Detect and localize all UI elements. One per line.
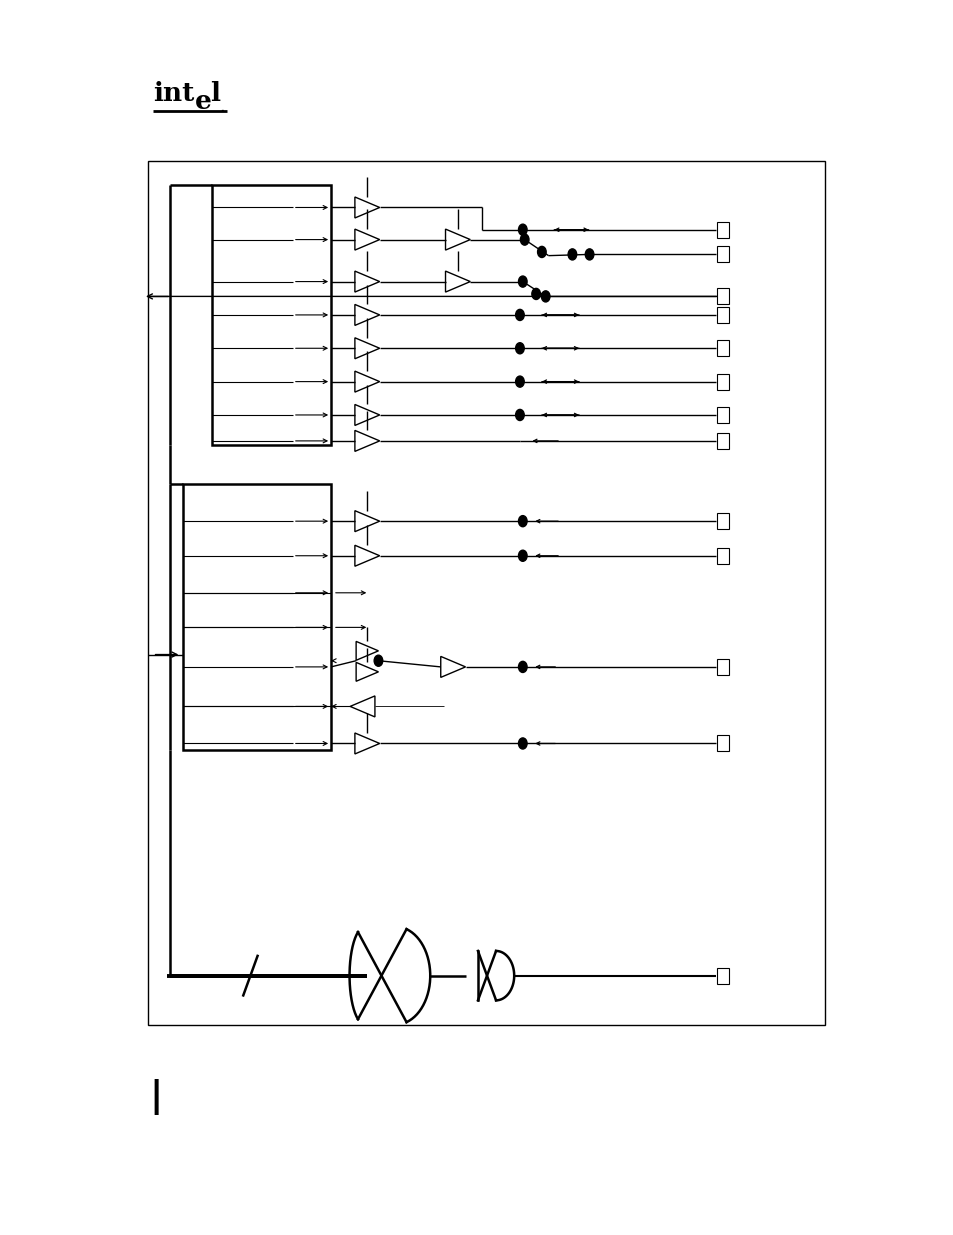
Bar [183, 484, 331, 750]
Circle shape [520, 233, 528, 245]
Circle shape [540, 291, 549, 303]
Bar [717, 222, 728, 237]
Text: int: int [152, 82, 193, 106]
Bar [717, 514, 728, 529]
Circle shape [532, 289, 540, 300]
Circle shape [515, 375, 524, 388]
Bar [148, 161, 824, 1025]
Circle shape [515, 410, 524, 420]
Circle shape [567, 249, 576, 261]
Bar [717, 432, 728, 448]
Bar [717, 288, 728, 304]
Bar [717, 340, 728, 357]
Text: e: e [194, 89, 212, 114]
Circle shape [515, 309, 524, 320]
Circle shape [518, 516, 527, 527]
Circle shape [518, 737, 527, 748]
Circle shape [515, 342, 524, 353]
Bar [717, 659, 728, 674]
Bar [717, 406, 728, 422]
Circle shape [537, 247, 545, 258]
Bar [717, 306, 728, 324]
Circle shape [518, 662, 527, 672]
Circle shape [584, 249, 593, 261]
Circle shape [518, 225, 527, 236]
Circle shape [518, 551, 527, 561]
Bar [717, 968, 728, 983]
Circle shape [374, 655, 382, 667]
Text: .: . [219, 99, 225, 116]
Bar [212, 185, 331, 445]
Bar [717, 736, 728, 751]
Bar [717, 246, 728, 262]
Bar [717, 547, 728, 563]
Circle shape [518, 275, 527, 287]
Text: l: l [210, 82, 219, 106]
Text: |: | [150, 1078, 163, 1115]
Bar [717, 373, 728, 390]
